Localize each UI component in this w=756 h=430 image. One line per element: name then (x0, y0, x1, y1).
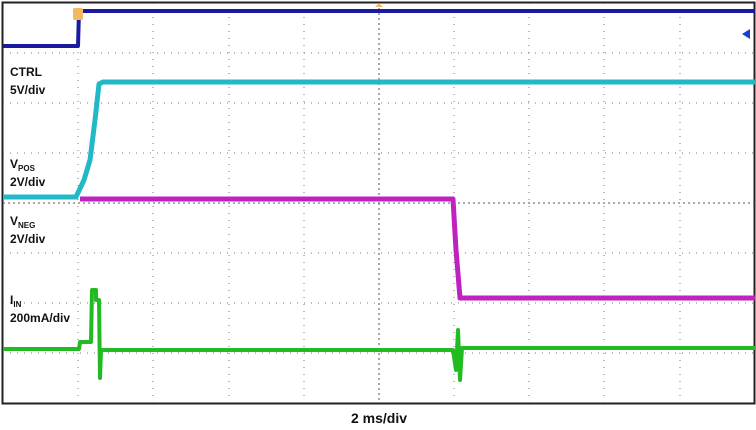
ctrl-trace (3, 9, 755, 48)
ground-marker (742, 29, 750, 39)
grid (3, 3, 755, 403)
channel-scale: 2V/div (10, 175, 46, 189)
channel-scale: 2V/div (10, 232, 46, 246)
trigger-marker (73, 8, 83, 20)
vneg-trace (80, 196, 755, 301)
timebase-label: 2 ms/div (351, 410, 407, 426)
trigger-position (375, 3, 383, 7)
channel-name: VPOS (10, 157, 36, 173)
channel-name: VNEG (10, 214, 35, 230)
channel-scale: 5V/div (10, 83, 46, 97)
iin-trace (3, 288, 755, 382)
channel-name: CTRL (10, 65, 42, 79)
vpos-trace (3, 79, 755, 200)
channel-name: IIN (10, 293, 22, 309)
channel-scale: 200mA/div (10, 311, 70, 325)
